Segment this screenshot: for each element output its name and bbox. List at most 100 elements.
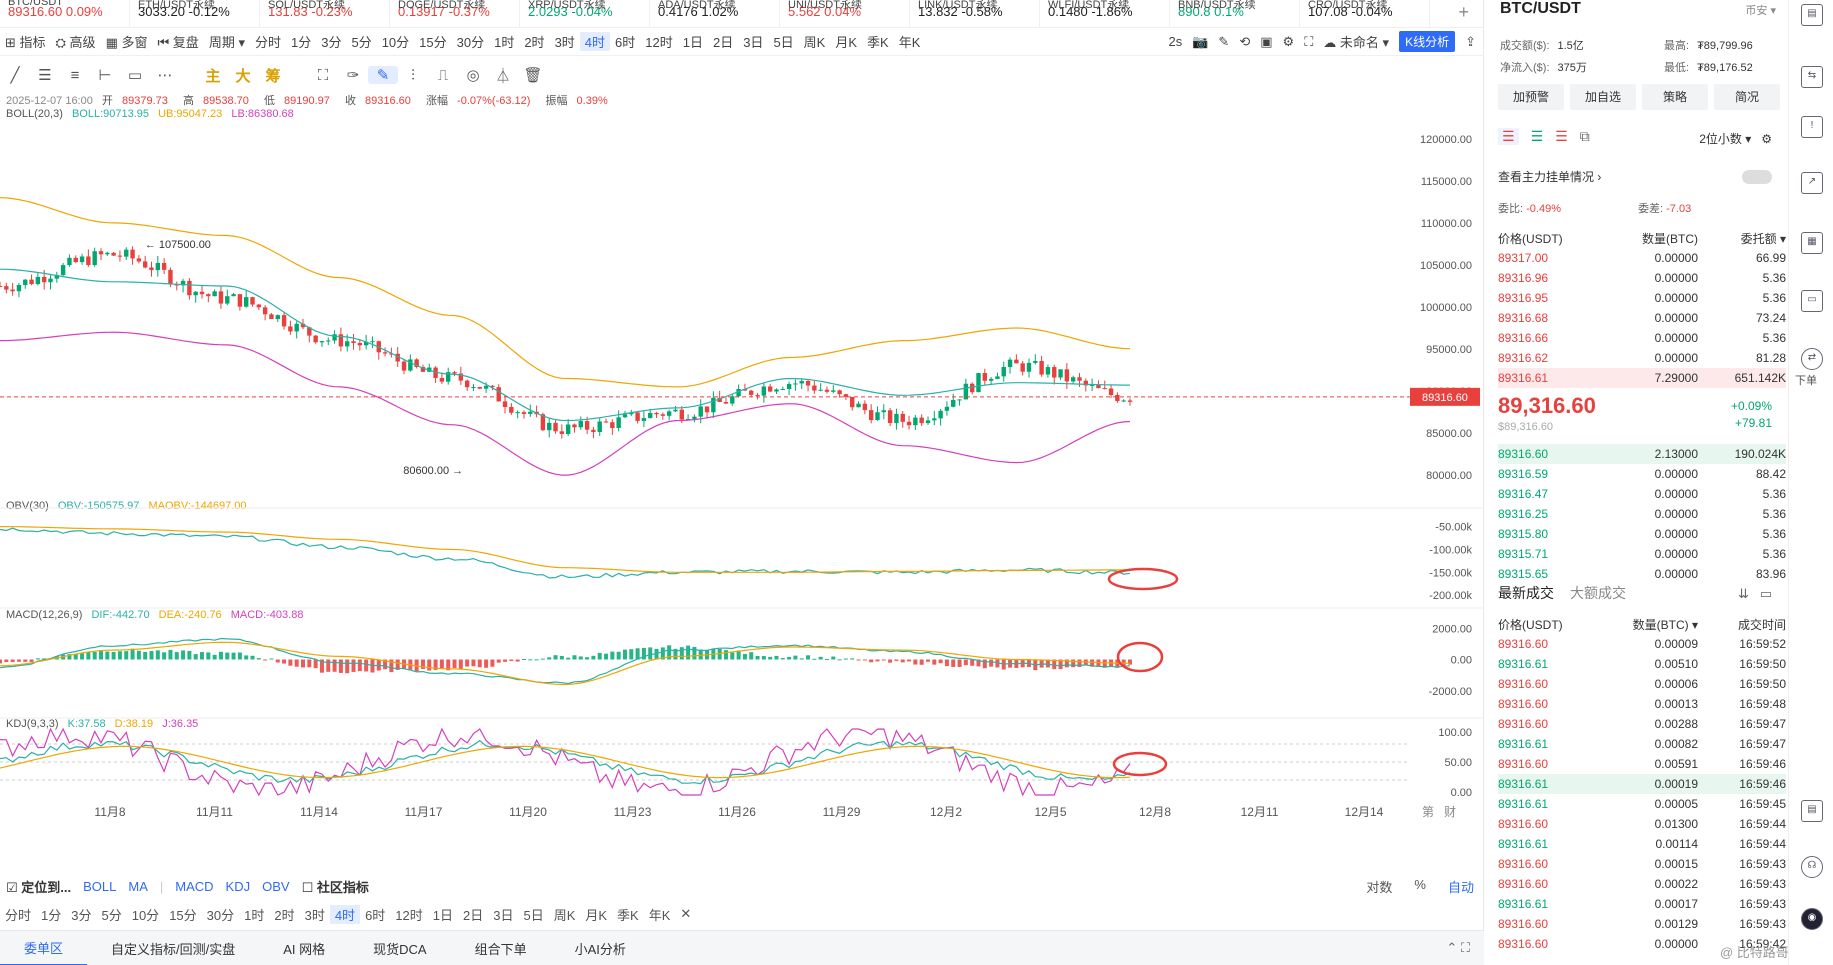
- orderbook-row[interactable]: 89316.66 0.00000 5.36: [1498, 328, 1786, 348]
- auto-toggle[interactable]: 自动: [1447, 879, 1474, 895]
- period-17[interactable]: 周K: [803, 35, 826, 50]
- community-indicators[interactable]: ☐ 社区指标: [301, 879, 369, 895]
- percent-toggle[interactable]: %: [1414, 876, 1426, 892]
- period-0[interactable]: 分时: [254, 35, 281, 50]
- ticker-item[interactable]: LINK/USDT永续 13.832 -0.58%: [910, 0, 1040, 27]
- share-icon[interactable]: ⇪: [1465, 33, 1476, 49]
- advanced-button[interactable]: ⛭ 高级: [55, 35, 96, 50]
- period-19[interactable]: 季K: [867, 35, 889, 50]
- bottom-period-13[interactable]: 1日: [432, 907, 453, 923]
- bottom-period-5[interactable]: 15分: [169, 907, 197, 923]
- bottom-period-20[interactable]: 年K: [648, 907, 671, 923]
- ticker-item[interactable]: SOL/USDT永续 131.83 -0.23%: [260, 0, 390, 27]
- channel-tool-icon[interactable]: ≡: [70, 66, 80, 84]
- bottom-period-7[interactable]: 1时: [244, 907, 265, 923]
- orderbook-row[interactable]: 89316.59 0.00000 88.42: [1498, 464, 1786, 484]
- orderbook-row[interactable]: 89315.80 0.00000 5.36: [1498, 524, 1786, 544]
- chart-canvas[interactable]: 120000.00 115000.00 110000.00 105000.00 1000…: [0, 92, 1484, 872]
- ind-kdj[interactable]: KDJ: [225, 878, 251, 894]
- bottom-period-4[interactable]: 10分: [131, 907, 160, 923]
- strategy-button[interactable]: 策略: [1642, 84, 1708, 110]
- period-1[interactable]: 1分: [290, 35, 312, 50]
- replay-button[interactable]: ⏮ 复盘: [157, 35, 199, 50]
- bottom-period-9[interactable]: 3时: [304, 907, 325, 923]
- period-12[interactable]: 12时: [645, 35, 673, 50]
- bottom-period-18[interactable]: 月K: [585, 907, 608, 923]
- edit-icon[interactable]: ✎: [1218, 33, 1230, 49]
- camera-icon[interactable]: 📷: [1192, 33, 1209, 49]
- bottom-period-10[interactable]: 4时: [329, 904, 361, 924]
- refresh-rate[interactable]: 2s: [1168, 34, 1183, 49]
- ind-boll[interactable]: BOLL: [83, 878, 117, 894]
- table-icon[interactable]: ▤: [1801, 800, 1823, 822]
- pencil-tool-icon[interactable]: ✎: [368, 66, 398, 84]
- bottom-tab-1[interactable]: 自定义指标/回测/实盘: [111, 941, 236, 957]
- fullscreen-icon[interactable]: ⛶: [1304, 33, 1314, 49]
- compare-icon[interactable]: ⇆: [1801, 66, 1823, 88]
- ind-obv[interactable]: OBV: [262, 878, 290, 894]
- bids-only-icon[interactable]: ☰: [1530, 128, 1544, 144]
- bottom-period-11[interactable]: 6时: [365, 907, 386, 923]
- period-2[interactable]: 3分: [321, 35, 342, 50]
- layout-icon[interactable]: ▤: [1801, 4, 1823, 26]
- orderbook-row[interactable]: 89316.68 0.00000 73.24: [1498, 308, 1786, 328]
- overlay-0[interactable]: 主: [205, 67, 221, 85]
- period-6[interactable]: 30分: [456, 35, 485, 50]
- overlay-1[interactable]: 大: [235, 67, 251, 85]
- bottom-period-1[interactable]: 1分: [41, 907, 62, 923]
- bottom-period-2[interactable]: 3分: [71, 907, 92, 923]
- alert-button[interactable]: 加预警: [1498, 84, 1564, 110]
- summary-button[interactable]: 简况: [1714, 84, 1780, 110]
- ticker-item[interactable]: ETH/USDT永续 3033.20 -0.12%: [130, 0, 260, 27]
- main-force-link[interactable]: 查看主力挂单情况 ›: [1498, 170, 1602, 184]
- calendar-icon[interactable]: ▦: [1801, 232, 1823, 254]
- bottom-period-17[interactable]: 周K: [553, 907, 576, 923]
- orderbook-row[interactable]: 89316.61 7.29000 651.142K: [1498, 368, 1786, 388]
- axis-corner-button[interactable]: 第: [1422, 805, 1434, 819]
- locate-button[interactable]: ☑ 定位到...: [6, 879, 72, 895]
- watchlist-button[interactable]: 加自选: [1570, 84, 1636, 110]
- add-ticker-icon[interactable]: +: [1458, 2, 1469, 22]
- qty-sort[interactable]: 数量(BTC) ▾: [1632, 617, 1698, 632]
- bottom-tab-3[interactable]: 现货DCA: [373, 941, 427, 957]
- pattern-tool-icon[interactable]: ⫶: [411, 66, 415, 84]
- delete-tool-icon[interactable]: 🗑: [523, 67, 543, 84]
- orderbook-row[interactable]: 89315.71 0.00000 5.36: [1498, 544, 1786, 564]
- period-15[interactable]: 3日: [743, 35, 764, 50]
- brush-tool-icon[interactable]: ⛶: [317, 66, 329, 84]
- close-icon[interactable]: ✕: [680, 906, 692, 921]
- hline-tool-icon[interactable]: ☰: [38, 67, 52, 84]
- period-4[interactable]: 10分: [381, 35, 410, 50]
- kline-chart[interactable]: 2025-12-07 16:00 开 89379.73 高 89538.70 低…: [0, 92, 1484, 872]
- ticker-item[interactable]: DOGE/USDT永续 0.13917 -0.37%: [390, 0, 520, 27]
- bottom-period-16[interactable]: 5日: [523, 907, 544, 923]
- main-force-toggle[interactable]: [1742, 170, 1772, 184]
- tab-latest-trades[interactable]: 最新成交: [1498, 585, 1554, 601]
- ticker-item[interactable]: UNI/USDT永续 5.562 0.04%: [780, 0, 910, 27]
- bottom-period-12[interactable]: 12时: [395, 907, 423, 923]
- bottom-period-0[interactable]: 分时: [5, 907, 32, 923]
- ticker-item[interactable]: BTC/USDT 89316.60 0.09%: [0, 0, 130, 27]
- bottom-tab-2[interactable]: AI 网格: [283, 941, 326, 957]
- panel-toggle-icon[interactable]: ⌃ ⛶: [1446, 940, 1470, 955]
- support-icon[interactable]: ☊: [1801, 856, 1823, 878]
- bottom-period-15[interactable]: 3日: [493, 907, 514, 923]
- period-20[interactable]: 年K: [898, 35, 921, 50]
- overlay-2[interactable]: 筹: [265, 67, 281, 85]
- period-18[interactable]: 月K: [835, 35, 858, 50]
- period-10[interactable]: 4时: [579, 32, 611, 51]
- bottom-period-8[interactable]: 2时: [274, 907, 295, 923]
- alert-list-icon[interactable]: !: [1801, 116, 1823, 138]
- period-3[interactable]: 5分: [351, 35, 372, 50]
- ticker-item[interactable]: ADA/USDT永续 0.4176 1.02%: [650, 0, 780, 27]
- both-sides-icon[interactable]: ☰: [1498, 128, 1519, 145]
- analysis-icon[interactable]: ↗: [1801, 172, 1823, 194]
- indicator-button[interactable]: ⊞ 指标: [5, 35, 46, 50]
- fib-tool-icon[interactable]: ⎍: [437, 66, 449, 84]
- ticker-item[interactable]: XRP/USDT永续 2.0293 -0.04%: [520, 0, 650, 27]
- layout-name[interactable]: ☁ 未命名 ▾: [1323, 35, 1390, 50]
- orderbook-row[interactable]: 89316.47 0.00000 5.36: [1498, 484, 1786, 504]
- period-14[interactable]: 2日: [712, 35, 734, 50]
- ind-macd[interactable]: MACD: [175, 878, 214, 894]
- orderbook-row[interactable]: 89316.62 0.00000 81.28: [1498, 348, 1786, 368]
